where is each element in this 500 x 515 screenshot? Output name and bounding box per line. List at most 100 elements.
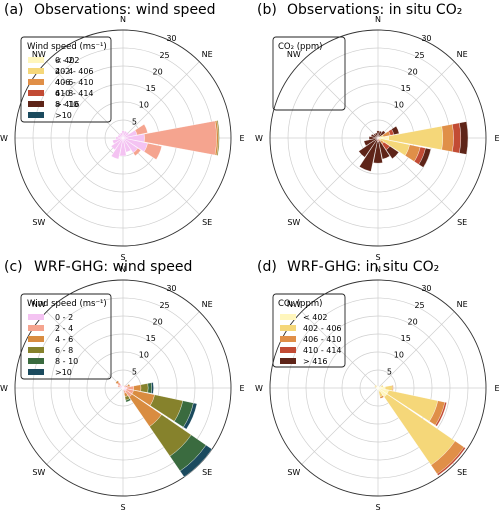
grid-ring [341,351,415,425]
radial-tick-label: 25 [159,301,169,310]
bar-segment [378,140,391,160]
bar-segment [133,384,142,392]
panel-label: (d) [257,259,277,275]
panel-title: WRF-GHG: in situ CO₂ [287,259,439,275]
legend: Wind speed (ms⁻¹) 0 - 2 2 - 4 4 - 6 6 - 8 8 … [20,293,112,380]
radial-tick-label: 30 [166,34,176,43]
bar-segment [459,121,469,155]
bar-segment [370,133,379,139]
legend-label: 4 - 6 [55,78,73,87]
bar-segment [125,398,132,403]
bar-segment [418,147,432,168]
legend-swatch [28,57,44,63]
bar-segment [435,402,447,427]
radial-tick-label: 5 [132,367,137,376]
legend-swatch [28,369,44,375]
bar-segment [115,136,124,140]
panel-label: (c) [4,259,23,275]
bar-segment [122,130,128,139]
legend-swatch [280,358,296,364]
compass-label-n: N [120,265,126,274]
compass-label-w: W [255,134,263,143]
radial-tick-label: 15 [146,84,156,93]
compass-label-e: E [494,384,499,393]
bar-segment [122,131,130,139]
bar-segment [122,137,132,153]
bar-segment [121,130,125,139]
bar-segment [134,124,148,136]
bar-segment [216,120,220,156]
compass-labels: N NE E SE S SW W NW [255,265,499,512]
radial-tick-label: 20 [153,67,163,76]
outer-ring [14,29,232,247]
radial-tick-label: 15 [146,334,156,343]
radial-tick-label: 30 [421,34,431,43]
legend-label: 402 - 406 [303,324,342,333]
compass-label-s: S [375,503,380,512]
legend-title: Wind speed (ms⁻¹) [27,42,107,52]
grid-ring [287,297,469,479]
radial-tick-label: 30 [166,284,176,293]
legend-swatch [280,314,296,320]
bar-segment [376,130,380,139]
bar-layer [115,380,213,478]
radial-tick-label: 25 [414,301,424,310]
compass-label-se: SE [202,468,212,477]
compass-label-nw: NW [287,300,301,309]
bar-segment [441,124,454,152]
radial-tick-label: 15 [401,84,411,93]
legend-title: CO₂ (ppm) [278,299,322,309]
radial-tick-labels: 510 15 20 25 30 [387,284,432,376]
bar-segment [376,386,379,389]
grid-ring [86,351,160,425]
legend-swatch [28,101,44,107]
legend-label: 0 - 2 [55,313,73,322]
compass-label-se: SE [202,218,212,227]
legend-swatch [28,112,44,118]
bar-segment [119,137,127,157]
legend-label: 410 - 414 [55,89,94,98]
legend-label: >10 [55,368,72,377]
legend-label: 410 - 414 [303,346,342,355]
bar-segment [378,130,386,138]
legend-label: 6 - 8 [55,346,73,355]
legend-swatch [28,90,44,96]
bar-segment [151,382,154,394]
bar-segment [391,125,400,135]
compass-label-w: W [255,384,263,393]
legend-swatch [28,347,44,353]
bar-layer [358,121,469,172]
legend-swatch [280,325,296,331]
legend-swatch [280,347,296,353]
compass-label-ne: NE [202,300,213,309]
compass-label-ne: NE [202,50,213,59]
compass-label-n: N [375,265,381,274]
radial-tick-label: 10 [139,101,149,110]
panel-observations-co2: (b) Observations: in situ CO₂ NNEESESSWW… [28,2,500,262]
bar-segment [110,137,124,160]
bar-segment [436,446,466,476]
bar-segment [147,382,152,394]
compass-label-nw: NW [32,300,46,309]
legend-swatch [28,79,44,85]
legend-items: 0 - 2 2 - 4 4 - 6 6 - 8 8 - 10 >10 [28,313,78,377]
legend-title: Wind speed (ms⁻¹) [27,299,107,309]
legend-label: 406 - 410 [55,78,94,87]
legend-swatch [280,336,296,342]
legend-swatch [28,325,44,331]
panel-label: (b) [257,2,277,18]
bar-segment [374,132,379,139]
compass-label-n: N [375,15,381,24]
radial-tick-label: 10 [394,351,404,360]
polar-grid [269,29,487,247]
legend-box [272,293,346,368]
bar-segment [121,386,124,389]
legend: CO₂ (ppm) < 402 402 - 406 406 - 410 410 - 4… [272,293,346,368]
legend-box [272,36,346,111]
bar-segment [110,137,124,151]
bar-segment [373,141,383,164]
panel-observations-wind-speed: (a) Observations: wind speed NNEESESSWWN… [0,2,244,262]
bar-segment [452,122,461,154]
